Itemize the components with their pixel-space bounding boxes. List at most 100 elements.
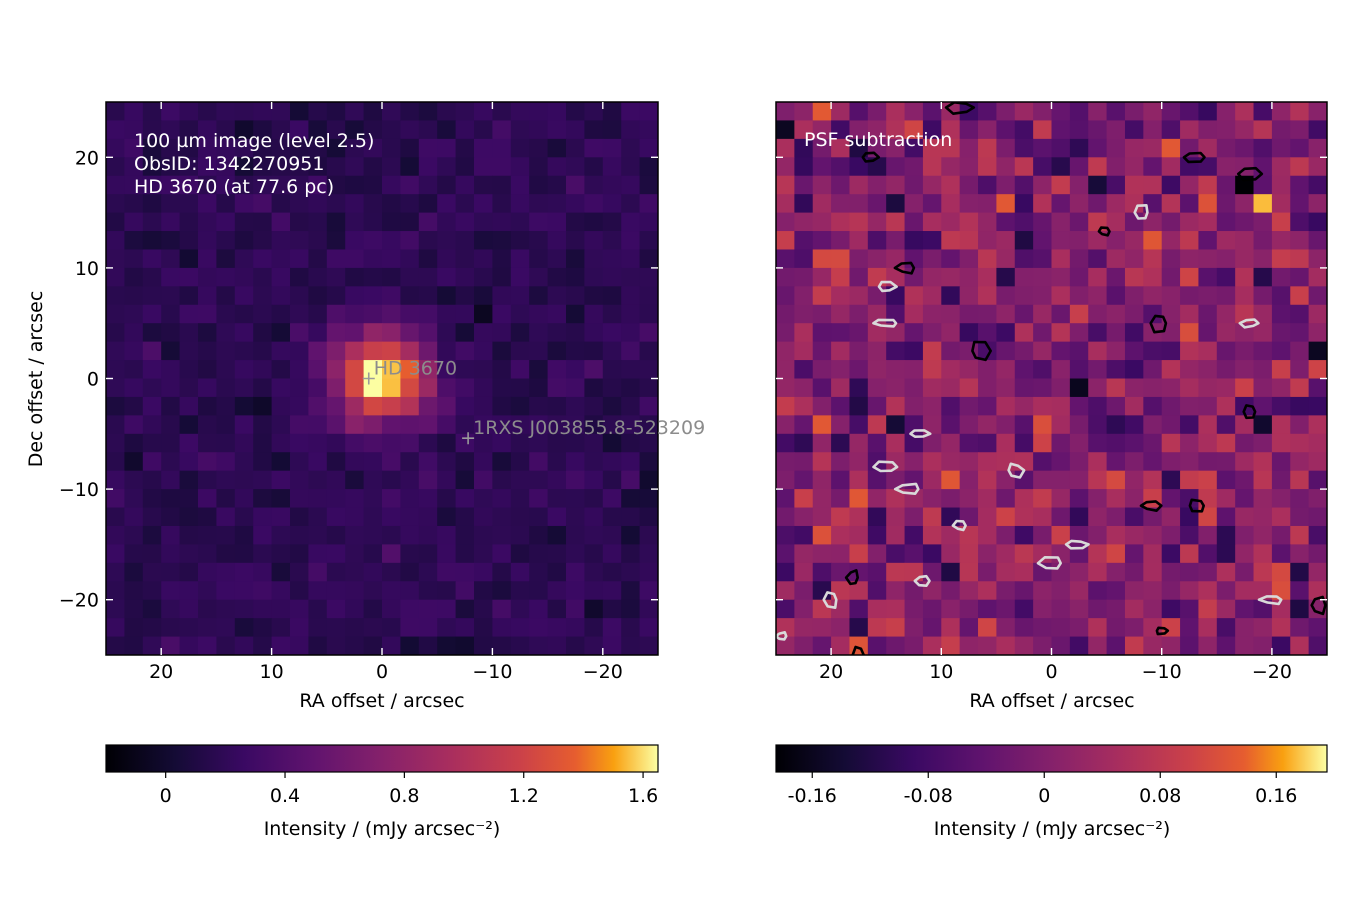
heatmap-cell: [1124, 489, 1144, 509]
heatmap-cell: [253, 433, 273, 453]
heatmap-cell: [602, 175, 622, 195]
heatmap-cell: [271, 378, 291, 398]
heatmap-cell: [867, 175, 887, 195]
heatmap-cell: [271, 489, 291, 509]
heatmap-cell: [1271, 525, 1291, 545]
heatmap-cell: [1271, 323, 1291, 343]
heatmap-cell: [996, 175, 1016, 195]
heatmap-cell: [1161, 157, 1181, 177]
heatmap-cell: [198, 396, 217, 416]
positive-contour: [1237, 166, 1264, 182]
heatmap-cell: [849, 507, 869, 527]
heatmap-cell: [455, 544, 475, 564]
heatmap-cell: [831, 194, 851, 214]
heatmap-cell: [179, 341, 199, 361]
heatmap-cell: [904, 562, 924, 582]
heatmap-cell: [1161, 249, 1181, 269]
heatmap-cell: [621, 175, 641, 195]
heatmap-cell: [437, 415, 457, 435]
heatmap-cell: [584, 194, 604, 214]
heatmap-cell: [308, 415, 328, 435]
heatmap-cell: [161, 194, 181, 214]
heatmap-cell: [382, 378, 401, 398]
heatmap-cell: [621, 618, 641, 638]
heatmap-cell: [566, 507, 585, 527]
heatmap-cell: [1088, 581, 1108, 601]
heatmap-cell: [1161, 304, 1181, 324]
heatmap-cell: [382, 489, 401, 509]
heatmap-cell: [794, 378, 814, 398]
heatmap-cell: [1308, 544, 1327, 564]
heatmap-cell: [1253, 175, 1273, 195]
heatmap-cell: [1088, 286, 1108, 306]
heatmap-cell: [216, 378, 236, 398]
heatmap-cell: [474, 433, 493, 453]
heatmap-cell: [1051, 562, 1071, 582]
heatmap-cell: [326, 562, 346, 582]
heatmap-cell: [849, 341, 869, 361]
heatmap-cell: [1143, 212, 1163, 232]
heatmap-cell: [1143, 120, 1163, 140]
heatmap-cell: [510, 415, 530, 435]
heatmap-cell: [142, 396, 162, 416]
heatmap-cell: [418, 544, 438, 564]
heatmap-cell: [326, 212, 346, 232]
heatmap-cell: [1198, 581, 1218, 601]
heatmap-cell: [602, 120, 622, 140]
heatmap-cell: [1290, 378, 1310, 398]
heatmap-cell: [308, 581, 328, 601]
heatmap-cell: [106, 267, 125, 287]
heatmap-cell: [161, 341, 181, 361]
heatmap-cell: [290, 452, 309, 472]
heatmap-cell: [1253, 544, 1273, 564]
heatmap-cell: [1271, 194, 1291, 214]
heatmap-cell: [1253, 212, 1273, 232]
heatmap-cell: [1069, 636, 1089, 655]
heatmap-cell: [849, 360, 869, 380]
heatmap-cell: [886, 507, 906, 527]
heatmap-cell: [776, 489, 795, 509]
heatmap-cell: [418, 378, 438, 398]
heatmap-cell: [400, 470, 420, 490]
heatmap-cell: [922, 286, 942, 306]
heatmap-cell: [602, 102, 622, 122]
heatmap-cell: [602, 433, 622, 453]
heatmap-cell: [510, 452, 530, 472]
heatmap-cell: [602, 249, 622, 269]
heatmap-cell: [106, 138, 125, 158]
heatmap-cell: [363, 599, 383, 619]
heatmap-cell: [547, 102, 567, 122]
heatmap-cell: [1198, 249, 1218, 269]
heatmap-cell: [179, 249, 199, 269]
heatmap-cell: [510, 378, 530, 398]
heatmap-cell: [326, 452, 346, 472]
heatmap-cell: [455, 212, 475, 232]
left-annotation-line-3: HD 3670 (at 77.6 pc): [134, 176, 334, 198]
heatmap-cell: [922, 599, 942, 619]
heatmap-cell: [941, 415, 961, 435]
heatmap-cell: [639, 396, 658, 416]
heatmap-cell: [492, 212, 512, 232]
negative-contour: [893, 482, 920, 496]
heatmap-cell: [584, 249, 604, 269]
heatmap-cell: [621, 323, 641, 343]
heatmap-cell: [308, 267, 328, 287]
heatmap-cell: [1271, 544, 1291, 564]
heatmap-cell: [492, 507, 512, 527]
heatmap-cell: [1069, 562, 1089, 582]
heatmap-cell: [794, 304, 814, 324]
heatmap-cell: [124, 489, 144, 509]
heatmap-cell: [1161, 102, 1181, 122]
heatmap-cell: [271, 304, 291, 324]
heatmap-cell: [418, 507, 438, 527]
positive-contour: [844, 568, 860, 586]
heatmap-cell: [1106, 396, 1126, 416]
heatmap-cell: [1308, 415, 1327, 435]
heatmap-cell: [776, 102, 795, 122]
heatmap-cell: [142, 120, 162, 140]
heatmap-cell: [345, 636, 365, 655]
heatmap-cell: [492, 157, 512, 177]
heatmap-cell: [492, 452, 512, 472]
heatmap-cell: [363, 267, 383, 287]
heatmap-cell: [124, 194, 144, 214]
